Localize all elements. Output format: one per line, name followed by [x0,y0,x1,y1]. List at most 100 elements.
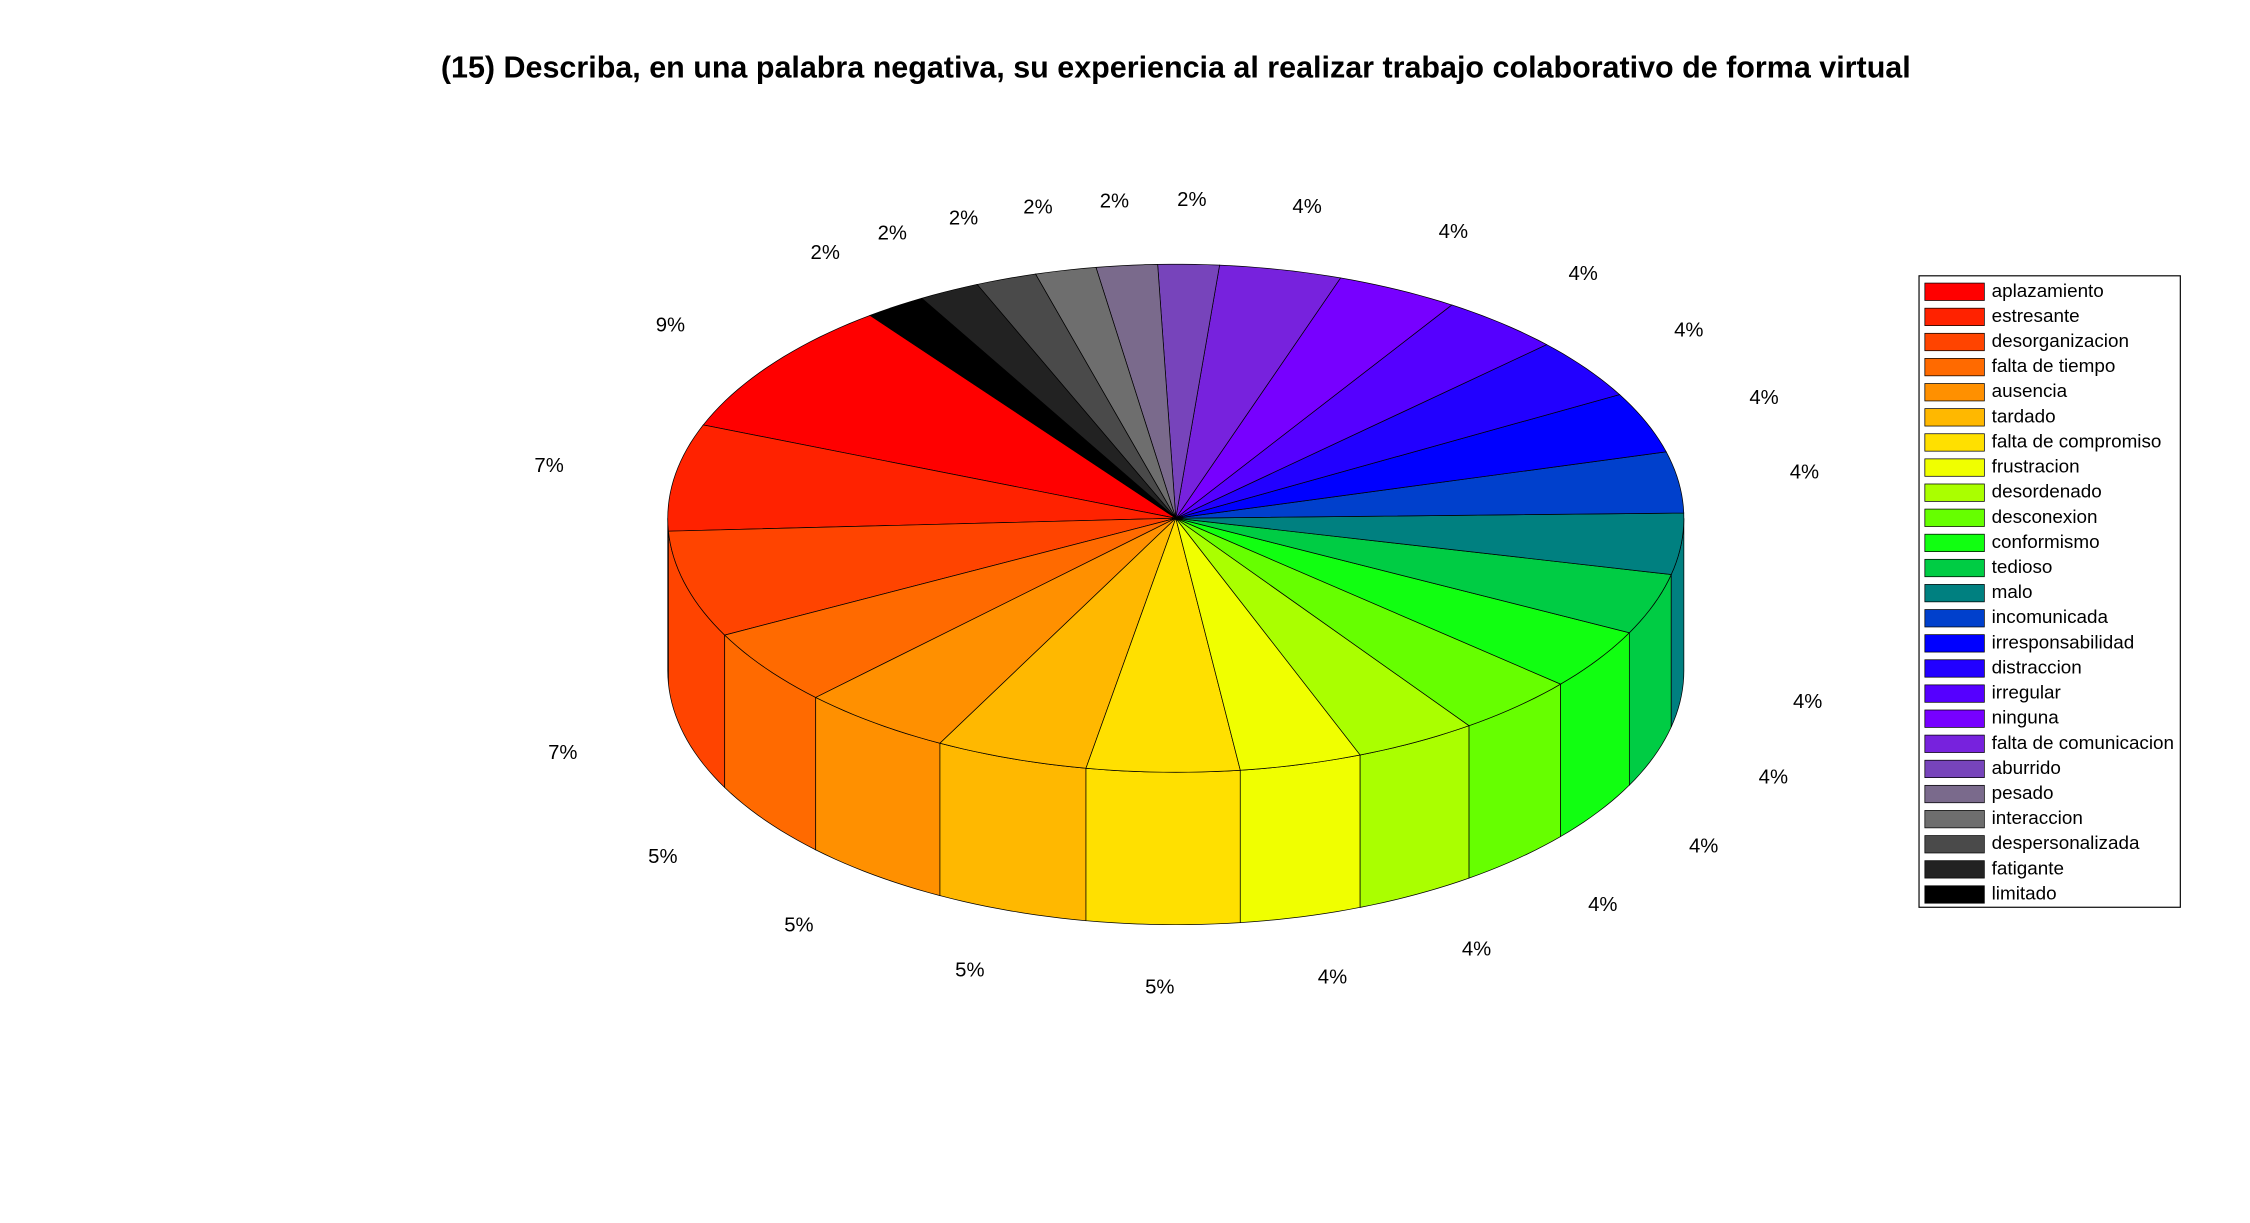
legend-swatch [1924,784,1985,804]
slice-label: 7% [534,455,563,477]
slice [667,424,1176,532]
legend-label: despersonalizada [1992,832,2140,853]
legend-swatch [1924,810,1985,829]
slice [1175,264,1342,519]
pie-tops [667,263,1685,773]
legend-label: irresponsabilidad [1992,631,2135,652]
slice-label: 4% [1462,939,1491,961]
slice-side [939,742,1087,922]
legend-label: falta de compromiso [1992,430,2162,451]
slice [976,273,1177,519]
slice-label: 2% [878,222,907,244]
legend-swatch [1924,408,1985,427]
legend-label: pesado [1992,782,2054,803]
legend-label: interaccion [1992,807,2083,828]
slice [1175,518,1361,771]
slice-label: 4% [1588,894,1617,916]
legend-label: aplazamiento [1992,280,2104,301]
slice-label: 5% [648,846,677,868]
legend-swatch [1924,332,1985,352]
legend-swatch [1924,533,1985,552]
slice-label: 2% [1100,191,1129,213]
legend-swatch [1924,282,1985,301]
slice-side [1085,767,1241,926]
slice [1175,277,1453,519]
legend-swatch [1924,759,1985,779]
slice-label: 4% [1793,691,1822,713]
slice-label: 7% [548,742,577,764]
legend-swatch [1924,684,1985,703]
slice [1034,266,1177,519]
legend-label: irregular [1992,682,2061,703]
legend-swatch [1924,458,1985,477]
legend-swatch [1924,433,1985,452]
slice-label: 4% [1318,967,1347,989]
slice [1175,517,1672,634]
slice-label: 4% [1749,387,1778,409]
legend-label: tardado [1992,405,2056,426]
legend-swatch [1924,508,1985,527]
slice-side [1359,725,1470,908]
legend-label: desordenado [1992,481,2102,502]
chart-title: (15) Describa, en una palabra negativa, … [441,51,1911,85]
slice-label: 9% [656,314,685,336]
legend-swatch [1924,558,1985,578]
legend-label: ausencia [1992,380,2068,401]
slice [1175,394,1667,519]
slice-label: 4% [1674,319,1703,341]
slice [1175,517,1631,685]
legend-swatch [1924,885,1985,904]
legend-label: estresante [1992,305,2080,326]
slice-label: 4% [1790,462,1819,484]
legend-label: frustracion [1992,456,2080,477]
legend-swatch [1924,734,1985,753]
legend-label: aburrido [1992,757,2061,778]
slice [1175,344,1621,519]
slice [1175,517,1470,756]
slice-label: 2% [811,242,840,264]
slice-label: 4% [1292,196,1321,218]
legend-swatch [1924,483,1985,502]
legend: aplazamiento estresante desorganizacion fal… [1924,280,2174,904]
legend-label: malo [1992,581,2033,602]
legend-swatch [1924,358,1985,377]
legend-label: tedioso [1992,556,2053,577]
legend-label: distraccion [1992,656,2082,677]
slice-label: 5% [784,915,813,937]
slice-label: 4% [1568,263,1597,285]
pie-labels: 9% 7% 7% 5% 5% 5% 5% 4% 4% 4% 4% 4% 4% 4% 4% 4% 4% 4% 4% 2%… [534,189,1822,998]
legend-label: conformismo [1992,531,2100,552]
legend-label: ninguna [1992,707,2060,728]
legend-swatch [1924,634,1985,653]
legend-label: desorganizacion [1992,330,2129,351]
slice [869,297,1177,519]
legend-label: incomunicada [1992,606,2109,627]
slice [1175,304,1548,519]
legend-label: desconexion [1992,506,2098,527]
legend-swatch [1924,609,1985,628]
slice-label: 2% [949,207,978,229]
slice [939,517,1177,769]
slice-label: 2% [1177,189,1206,211]
slice-label: 4% [1689,836,1718,858]
slice-label: 4% [1759,767,1788,789]
slice [723,517,1176,698]
legend-swatch [1924,307,1985,326]
slice-label: 4% [1439,221,1468,243]
legend-label: limitado [1992,882,2057,903]
legend-swatch [1924,383,1985,402]
slice-side [1239,754,1361,924]
slice [1175,512,1685,575]
slice-label: 5% [955,959,984,981]
legend-label: falta de tiempo [1992,355,2116,376]
slice [1085,516,1241,773]
slice [702,314,1177,519]
legend-swatch [1924,659,1985,678]
slice [814,517,1177,744]
legend-swatch [1924,584,1985,603]
legend-swatch [1924,860,1985,879]
legend-label: fatigante [1992,857,2064,878]
slice [920,284,1177,519]
